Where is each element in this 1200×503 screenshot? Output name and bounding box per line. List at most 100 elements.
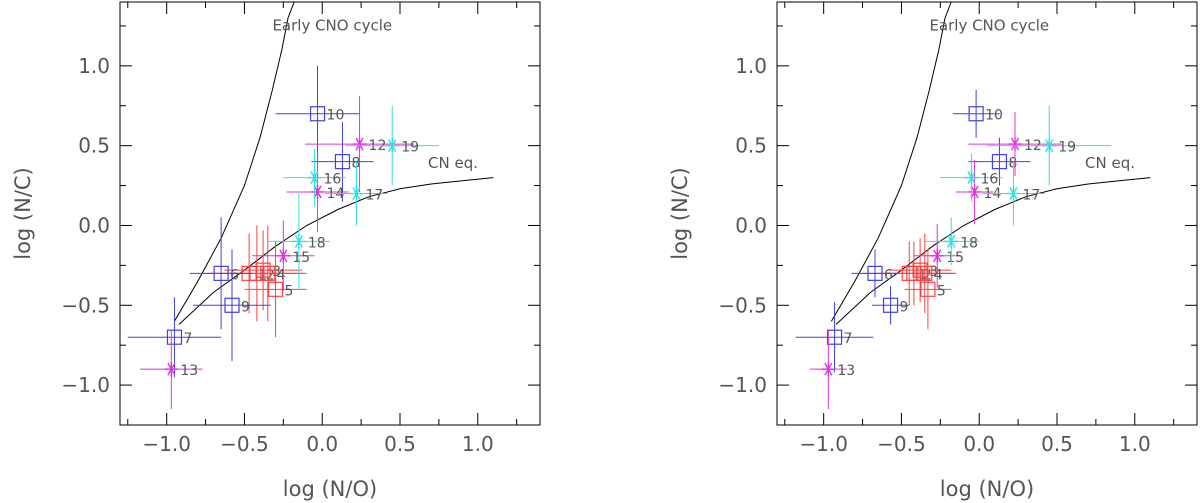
data-point: 16 (940, 153, 1003, 202)
curve-annotation: Early CNO cycle (272, 17, 392, 35)
y-tick-label: −1.0 (718, 373, 767, 397)
data-point: 3 (889, 238, 952, 303)
cn-eq-curve (178, 177, 494, 325)
point-label: 10 (985, 108, 1003, 124)
curve-annotation: Early CNO cycle (929, 17, 1049, 35)
square-marker (968, 106, 984, 122)
square-marker (255, 262, 271, 278)
data-point: 10 (952, 89, 1003, 138)
x-tick-label: −0.5 (220, 432, 269, 456)
data-point: 5 (244, 241, 307, 338)
data-point: 18 (923, 217, 980, 266)
data-point: 9 (871, 286, 910, 325)
x-axis-title: log (N/O) (283, 477, 377, 501)
square-marker (912, 262, 928, 278)
x-tick-label: 0.5 (1041, 432, 1073, 456)
x-tick-label: 1.0 (462, 432, 494, 456)
curve-annotation: CN eq. (428, 154, 478, 172)
data-point: 4 (893, 233, 956, 314)
point-label: 10 (327, 108, 345, 124)
data-point: 14 (955, 160, 1001, 224)
square-marker (991, 154, 1008, 170)
data-point: 8 (311, 121, 374, 202)
early-cno-curve (830, 2, 952, 322)
data-point: 17 (982, 161, 1045, 226)
y-tick-label: −0.5 (718, 293, 767, 317)
point-label: 5 (285, 283, 294, 299)
square-marker (224, 297, 240, 313)
square-marker (260, 265, 276, 281)
cn-eq-curve (835, 177, 1151, 325)
early-cno-curve (173, 2, 295, 322)
plot-frame (776, 1, 1198, 426)
point-label: 5 (937, 283, 946, 299)
square-marker (213, 265, 229, 281)
point-label: 8 (1008, 156, 1017, 172)
point-label: 7 (844, 331, 853, 347)
point-label: 4 (277, 267, 286, 283)
plot-frame (119, 1, 541, 426)
data-point: 18 (267, 193, 330, 290)
x-tick-label: 0.0 (963, 432, 995, 456)
point-label: 9 (900, 299, 909, 315)
data-point: 8 (968, 137, 1031, 186)
square-marker (920, 281, 936, 297)
data-point: 19 (345, 105, 439, 186)
point-label: 17 (1022, 188, 1040, 204)
point-label: 1 (258, 267, 267, 283)
x-axis-title: log (N/O) (940, 477, 1034, 501)
point-label: 13 (180, 363, 198, 379)
point-label: 7 (183, 331, 192, 347)
square-marker (166, 329, 183, 345)
point-label: 1 (918, 267, 927, 283)
square-marker (826, 329, 843, 345)
point-label: 19 (401, 140, 419, 156)
y-tick-label: −0.5 (61, 293, 110, 317)
y-tick-label: 1.0 (735, 54, 767, 78)
point-label: 18 (308, 235, 326, 251)
point-label: 16 (323, 172, 341, 188)
point-label: 3 (929, 264, 938, 280)
square-marker (882, 297, 899, 313)
point-label: 3 (272, 264, 281, 280)
data-point: 6 (851, 249, 899, 298)
point-label: 17 (365, 188, 383, 204)
y-tick-label: 0.0 (735, 213, 767, 237)
data-point: 3 (224, 230, 302, 311)
point-label: 9 (241, 299, 250, 315)
y-axis-title: log (N/C) (11, 167, 35, 260)
point-label: 6 (884, 267, 893, 283)
x-tick-label: 0.0 (306, 432, 338, 456)
point-label: 18 (960, 235, 978, 251)
data-point: 6 (190, 217, 253, 330)
data-point: 19 (987, 105, 1112, 186)
data-point: 7 (127, 297, 222, 378)
curve-annotation: CN eq. (1085, 154, 1135, 172)
data-point: 17 (325, 161, 388, 226)
data-point: 7 (795, 302, 874, 373)
point-label: 15 (292, 250, 310, 266)
y-axis-title: log (N/C) (668, 167, 692, 260)
point-label: 6 (230, 267, 239, 283)
point-label: 13 (837, 363, 855, 379)
x-tick-label: −1.0 (799, 432, 848, 456)
point-label: 16 (980, 172, 998, 188)
y-tick-label: −1.0 (61, 373, 110, 397)
y-tick-label: 1.0 (78, 54, 110, 78)
x-tick-label: −0.5 (877, 432, 926, 456)
data-point: 15 (913, 223, 964, 288)
point-label: 4 (934, 267, 943, 283)
point-label: 19 (1058, 140, 1076, 156)
data-point: 5 (904, 249, 952, 330)
x-tick-label: 1.0 (1119, 432, 1151, 456)
square-marker (267, 281, 284, 297)
y-tick-label: 0.0 (78, 213, 110, 237)
x-tick-label: −1.0 (142, 432, 191, 456)
data-point: 9 (193, 249, 271, 362)
square-marker (309, 106, 326, 122)
data-point: 10 (275, 65, 360, 162)
data-point: 14 (286, 152, 349, 232)
y-tick-label: 0.5 (735, 134, 767, 158)
y-tick-label: 0.5 (78, 134, 110, 158)
